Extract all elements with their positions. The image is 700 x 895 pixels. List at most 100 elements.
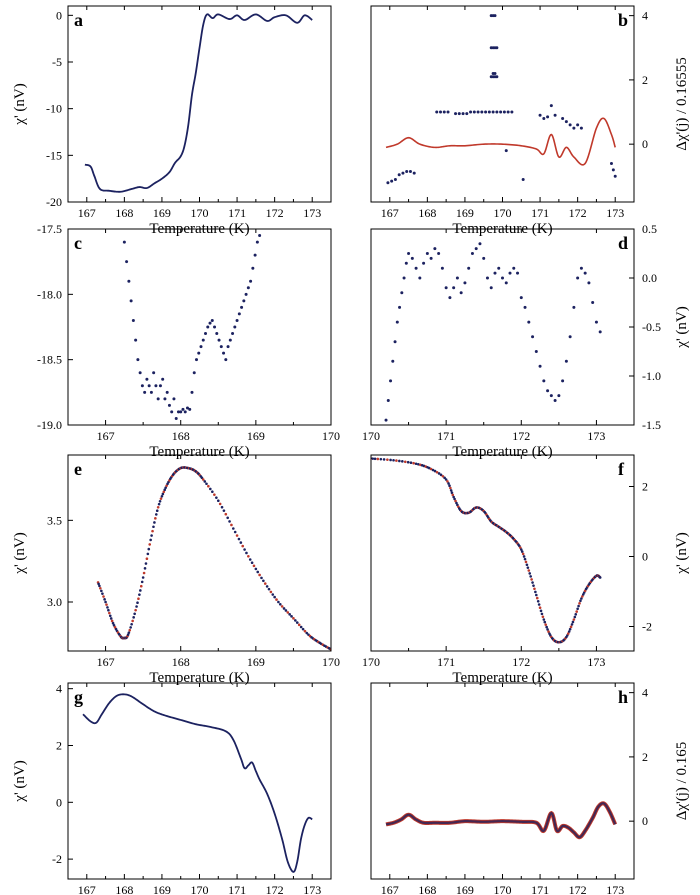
y-tick-label: 0	[642, 137, 648, 151]
data-point	[538, 364, 542, 368]
data-point	[401, 460, 404, 463]
plot-data	[122, 234, 262, 420]
data-point	[263, 582, 267, 585]
data-point	[141, 576, 145, 579]
data-point	[181, 407, 185, 411]
series-0	[82, 693, 313, 873]
x-axis-label: Temperature (K)	[452, 670, 552, 686]
y-tick-label: -0.5	[642, 320, 661, 334]
data-point	[152, 371, 156, 375]
data-point	[204, 332, 208, 336]
data-point	[575, 610, 578, 613]
data-point	[163, 397, 167, 401]
data-point	[553, 113, 557, 117]
x-tick-label: 171	[437, 655, 455, 669]
data-point	[390, 179, 394, 183]
data-point	[521, 178, 525, 182]
data-point	[156, 505, 160, 509]
x-axis-label: Temperature (K)	[149, 444, 249, 460]
x-tick-label: 171	[531, 206, 549, 220]
x-tick-label: 167	[381, 206, 399, 220]
data-point	[209, 487, 212, 491]
data-point	[545, 625, 548, 629]
data-point	[156, 397, 160, 401]
y-tick-label: -18.0	[37, 287, 62, 301]
data-point	[446, 480, 449, 483]
data-point	[154, 517, 157, 520]
data-point	[576, 123, 580, 127]
data-point	[145, 557, 149, 561]
data-point	[435, 470, 439, 474]
data-point	[583, 271, 587, 275]
data-point	[609, 161, 613, 165]
panel-f: 170 171 172 173 2 0 -2 Temperature (K) χ' (nV) f	[362, 454, 690, 686]
x-tick-label: 173	[587, 655, 605, 669]
data-point	[572, 126, 576, 130]
data-point	[243, 548, 246, 551]
data-point	[495, 110, 499, 114]
data-point	[139, 584, 143, 588]
data-point	[267, 587, 271, 591]
x-tick-label: 172	[569, 206, 587, 220]
data-point	[185, 406, 189, 410]
panel-letter: d	[618, 233, 628, 253]
data-point	[197, 351, 201, 355]
data-point	[531, 335, 535, 339]
data-point	[493, 71, 497, 75]
data-point	[389, 458, 392, 462]
data-point	[244, 292, 248, 296]
data-point	[99, 586, 102, 590]
data-point	[577, 604, 580, 608]
x-tick-label: 173	[606, 883, 624, 895]
data-point	[546, 389, 550, 393]
data-point	[190, 390, 194, 394]
x-tick-label: 170	[191, 883, 209, 895]
data-point	[414, 266, 418, 270]
data-point	[504, 281, 508, 285]
y-axis-label: χ' (nV)	[674, 532, 690, 574]
data-point	[431, 468, 435, 472]
y-tick-label: 4	[642, 9, 648, 23]
data-point	[395, 459, 398, 462]
data-point	[228, 520, 231, 523]
data-point	[422, 261, 426, 265]
data-point	[205, 482, 208, 486]
data-point	[150, 534, 153, 537]
plot-data	[385, 801, 618, 840]
x-tick-label: 172	[512, 429, 530, 443]
data-point	[146, 552, 150, 556]
data-point	[110, 619, 114, 623]
data-point	[534, 350, 538, 353]
panel-letter: b	[618, 10, 628, 30]
data-point	[188, 407, 192, 411]
plot-frame	[370, 454, 635, 652]
data-point	[233, 325, 237, 329]
data-point	[401, 171, 405, 175]
data-point	[373, 457, 377, 461]
data-point	[472, 110, 476, 114]
data-point	[435, 110, 439, 114]
data-point	[233, 530, 237, 534]
data-point	[249, 279, 253, 283]
series-1	[386, 14, 617, 185]
y-tick-label: 0	[642, 550, 648, 564]
data-point	[125, 260, 129, 264]
data-point	[576, 276, 580, 280]
data-point	[129, 626, 132, 629]
data-point	[144, 562, 148, 565]
plot-frame	[67, 5, 332, 203]
data-point	[241, 544, 245, 548]
data-point	[611, 168, 615, 172]
data-point	[160, 494, 164, 498]
data-point	[531, 581, 534, 584]
data-point	[140, 580, 144, 584]
data-point	[231, 332, 235, 336]
data-point	[237, 312, 241, 316]
data-point	[568, 627, 572, 631]
x-tick-label: 170	[494, 883, 512, 895]
data-point	[437, 472, 441, 475]
x-tick-label: 172	[266, 883, 284, 895]
data-point	[379, 457, 383, 461]
data-point	[564, 120, 568, 124]
data-point	[441, 474, 445, 478]
